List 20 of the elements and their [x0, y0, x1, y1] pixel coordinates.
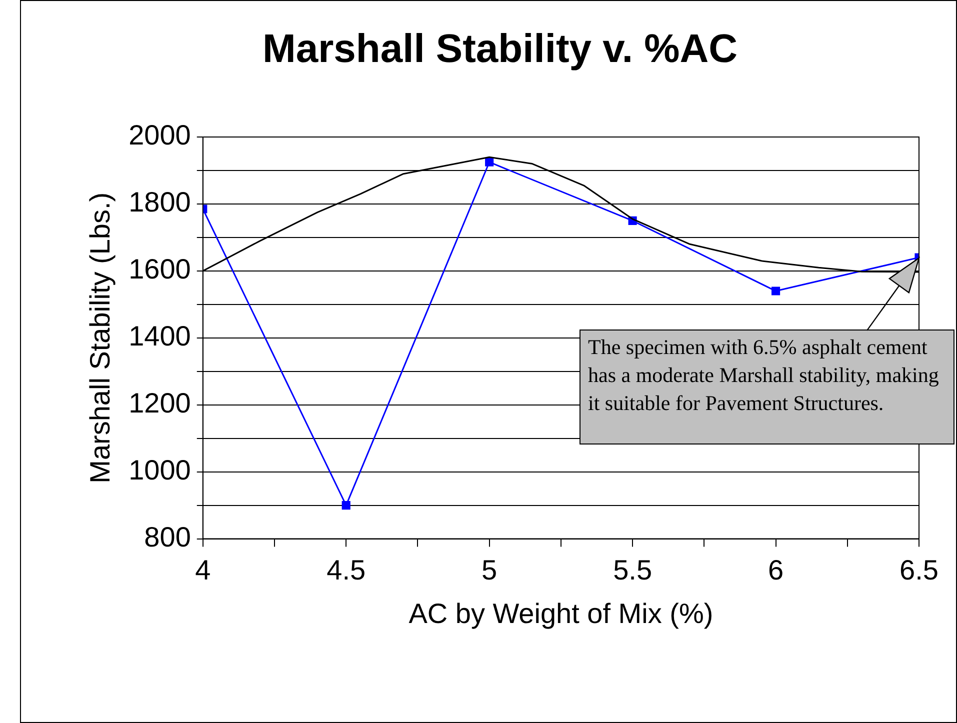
x-tick-label: 5.5	[613, 554, 652, 586]
y-tick-label: 2000	[128, 120, 191, 151]
y-tick-label: 1600	[128, 254, 191, 285]
point	[771, 286, 780, 296]
annotation: The specimen with 6.5% asphalt cement has a moderate Marshall stability, making it suitable for Pavement Structures.	[588, 335, 940, 416]
point	[342, 501, 350, 510]
y-tick-label: 800	[144, 522, 191, 553]
x-tick-label: 6.5	[900, 554, 938, 586]
y-tick-label: 1000	[128, 454, 191, 486]
chart-title: Marshall Stability v. %AC	[262, 27, 738, 72]
x-tick-label: 4	[195, 554, 211, 586]
point	[485, 158, 494, 166]
y-axis-title: Marshall Stability (Lbs.)	[84, 192, 116, 484]
x-tick-label: 6	[768, 554, 784, 586]
x-tick-label: 4.5	[326, 554, 366, 586]
x-axis-title: AC by Weight of Mix (%)	[408, 598, 714, 629]
x-tick-label: 5	[482, 554, 498, 586]
y-tick-label: 1400	[128, 320, 191, 352]
y-tick-label: 1200	[128, 388, 191, 419]
y-tick-label: 1800	[128, 186, 191, 218]
